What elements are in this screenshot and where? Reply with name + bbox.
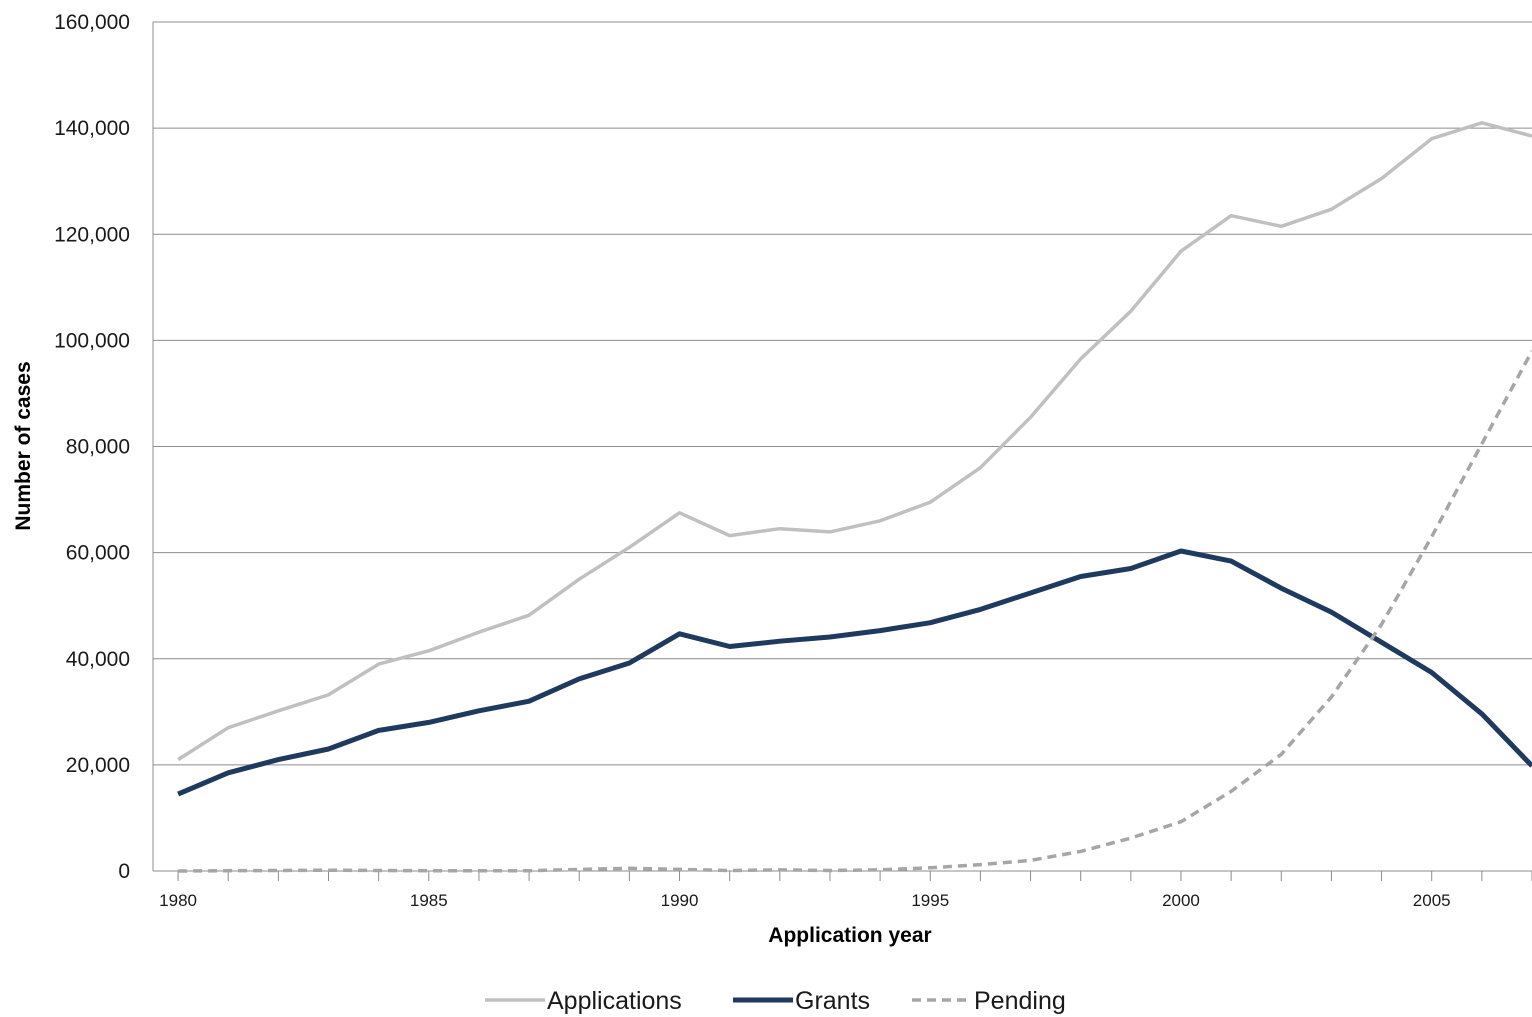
y-tick-label: 120,000 <box>54 223 130 246</box>
x-tick-label: 1985 <box>410 891 448 910</box>
series-line-grants <box>177 548 1532 797</box>
y-tick-label: 0 <box>118 860 130 883</box>
gridlines <box>153 21 1532 766</box>
series-line-applications <box>177 121 1532 762</box>
x-axis: 1980 1985 1990 1995 2000 2005 <box>152 22 1532 910</box>
x-tick-label: 2000 <box>1162 891 1200 910</box>
series-line-pending <box>178 350 1532 873</box>
y-axis-title: Number of cases <box>12 361 35 530</box>
series-lines <box>177 121 1532 873</box>
y-tick-label: 40,000 <box>66 648 130 671</box>
x-tick-label: 1995 <box>911 891 949 910</box>
y-axis-ticks: 0 20,000 40,000 60,000 80,000 100,000 120,000 1… <box>54 11 130 883</box>
x-tick-label: 1990 <box>661 891 699 910</box>
y-tick-label: 60,000 <box>66 542 130 565</box>
x-tick-label: 2005 <box>1413 891 1451 910</box>
x-tick-label: 1980 <box>159 891 197 910</box>
x-axis-title: Application year <box>768 924 931 947</box>
y-tick-label: 100,000 <box>54 329 130 352</box>
legend-label-applications: Applications <box>547 987 682 1015</box>
y-tick-label: 20,000 <box>66 754 130 777</box>
legend: Applications Grants Pending <box>485 987 1066 1015</box>
legend-label-pending: Pending <box>974 987 1066 1015</box>
y-tick-label: 140,000 <box>54 117 130 140</box>
legend-label-grants: Grants <box>795 987 870 1015</box>
y-tick-label: 160,000 <box>54 11 130 34</box>
y-tick-label: 80,000 <box>66 436 130 459</box>
